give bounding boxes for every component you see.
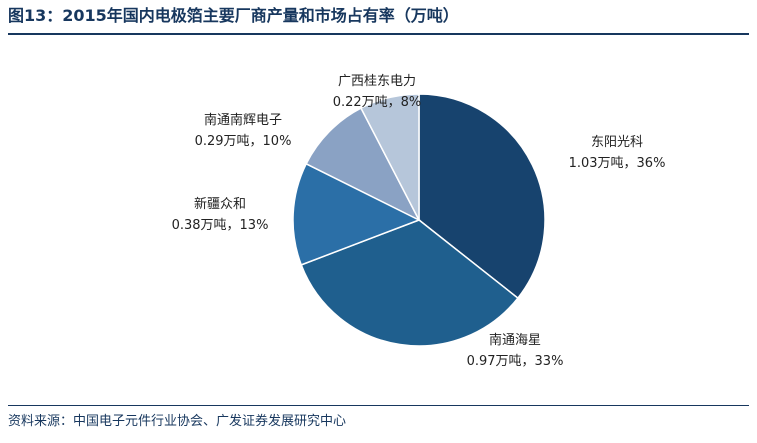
chart-title: 图13：2015年国内电极箔主要厂商产量和市场占有率（万吨） <box>8 6 459 25</box>
pie-slice-3 <box>292 162 421 266</box>
slice-name-label: 南通南辉电子 <box>204 112 282 128</box>
slice-value-label: 0.97万吨，33% <box>467 354 564 369</box>
slice-name-label: 新疆众和 <box>194 196 246 212</box>
title-divider <box>8 33 749 35</box>
slice-value-label: 0.22万吨，8% <box>333 95 422 110</box>
source-note: 资料来源：中国电子元件行业协会、广发证券发展研究中心 <box>8 414 347 429</box>
source-divider <box>8 405 749 406</box>
slice-name-label: 东阳光科 <box>591 135 643 150</box>
slice-value-label: 1.03万吨，36% <box>569 156 666 171</box>
slice-value-label: 0.29万吨，10% <box>195 134 292 149</box>
pie-slice-5 <box>359 93 420 221</box>
slice-name-label: 南通海星 <box>489 332 541 348</box>
pie-slice-2 <box>300 219 519 347</box>
slice-name-label: 广西桂东电力 <box>338 74 416 89</box>
pie-slice-4 <box>305 107 421 222</box>
slice-value-label: 0.38万吨，13% <box>172 218 269 233</box>
pie-slice-1 <box>418 93 546 300</box>
